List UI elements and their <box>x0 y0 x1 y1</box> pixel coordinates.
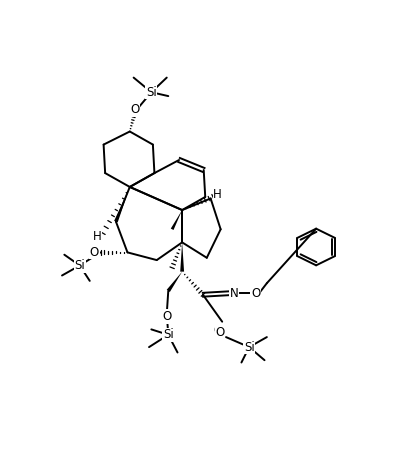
Text: O: O <box>130 103 140 116</box>
Text: H: H <box>213 188 221 201</box>
Text: O: O <box>251 287 260 300</box>
Text: Si: Si <box>74 259 85 272</box>
Text: O: O <box>90 246 99 259</box>
Text: Si: Si <box>163 328 173 341</box>
Text: O: O <box>130 102 140 115</box>
Text: O: O <box>215 326 224 339</box>
Text: N: N <box>230 287 238 300</box>
Text: Si: Si <box>146 86 157 99</box>
Text: H: H <box>93 231 102 243</box>
Text: O: O <box>90 246 99 259</box>
Text: Si: Si <box>243 340 254 354</box>
Text: O: O <box>162 310 171 323</box>
Text: O: O <box>162 311 171 324</box>
Text: Si: Si <box>146 86 157 99</box>
Text: Si: Si <box>243 340 254 354</box>
Text: O: O <box>213 325 223 338</box>
Text: O: O <box>250 287 259 300</box>
Text: H: H <box>93 231 102 243</box>
Polygon shape <box>166 272 182 292</box>
Text: H: H <box>213 188 221 201</box>
Text: N: N <box>229 287 237 300</box>
Polygon shape <box>114 187 129 222</box>
Polygon shape <box>170 210 182 230</box>
Text: Si: Si <box>74 259 85 272</box>
Text: Si: Si <box>163 328 173 341</box>
Polygon shape <box>180 242 184 272</box>
